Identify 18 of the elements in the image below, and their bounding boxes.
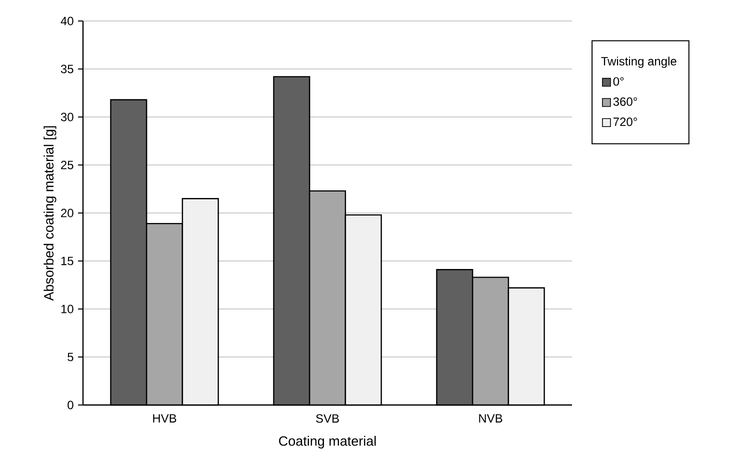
y-tick-label: 20 (61, 208, 74, 218)
x-tick-label: HVB (153, 414, 176, 422)
y-tick-label: 0 (68, 400, 74, 410)
legend-title: Twisting angle (601, 56, 676, 68)
legend-label: 0° (613, 77, 624, 86)
y-axis-title: Absorbed coating material [g] (44, 126, 56, 301)
y-tick-label: 35 (60, 64, 74, 74)
legend-label: 360° (613, 97, 637, 106)
y-tick-label: 40 (60, 16, 74, 26)
y-tick-label: 30 (60, 112, 74, 122)
y-tick-label: 5 (68, 352, 74, 362)
x-tick-label: NVB (479, 414, 502, 422)
y-tick-label: 10 (61, 304, 74, 314)
y-tick-label: 15 (61, 256, 74, 266)
x-axis-title: Coating material (279, 436, 376, 448)
legend-label: 720° (613, 118, 637, 126)
x-tick-label: SVB (316, 414, 339, 423)
y-tick-label: 25 (61, 160, 74, 170)
